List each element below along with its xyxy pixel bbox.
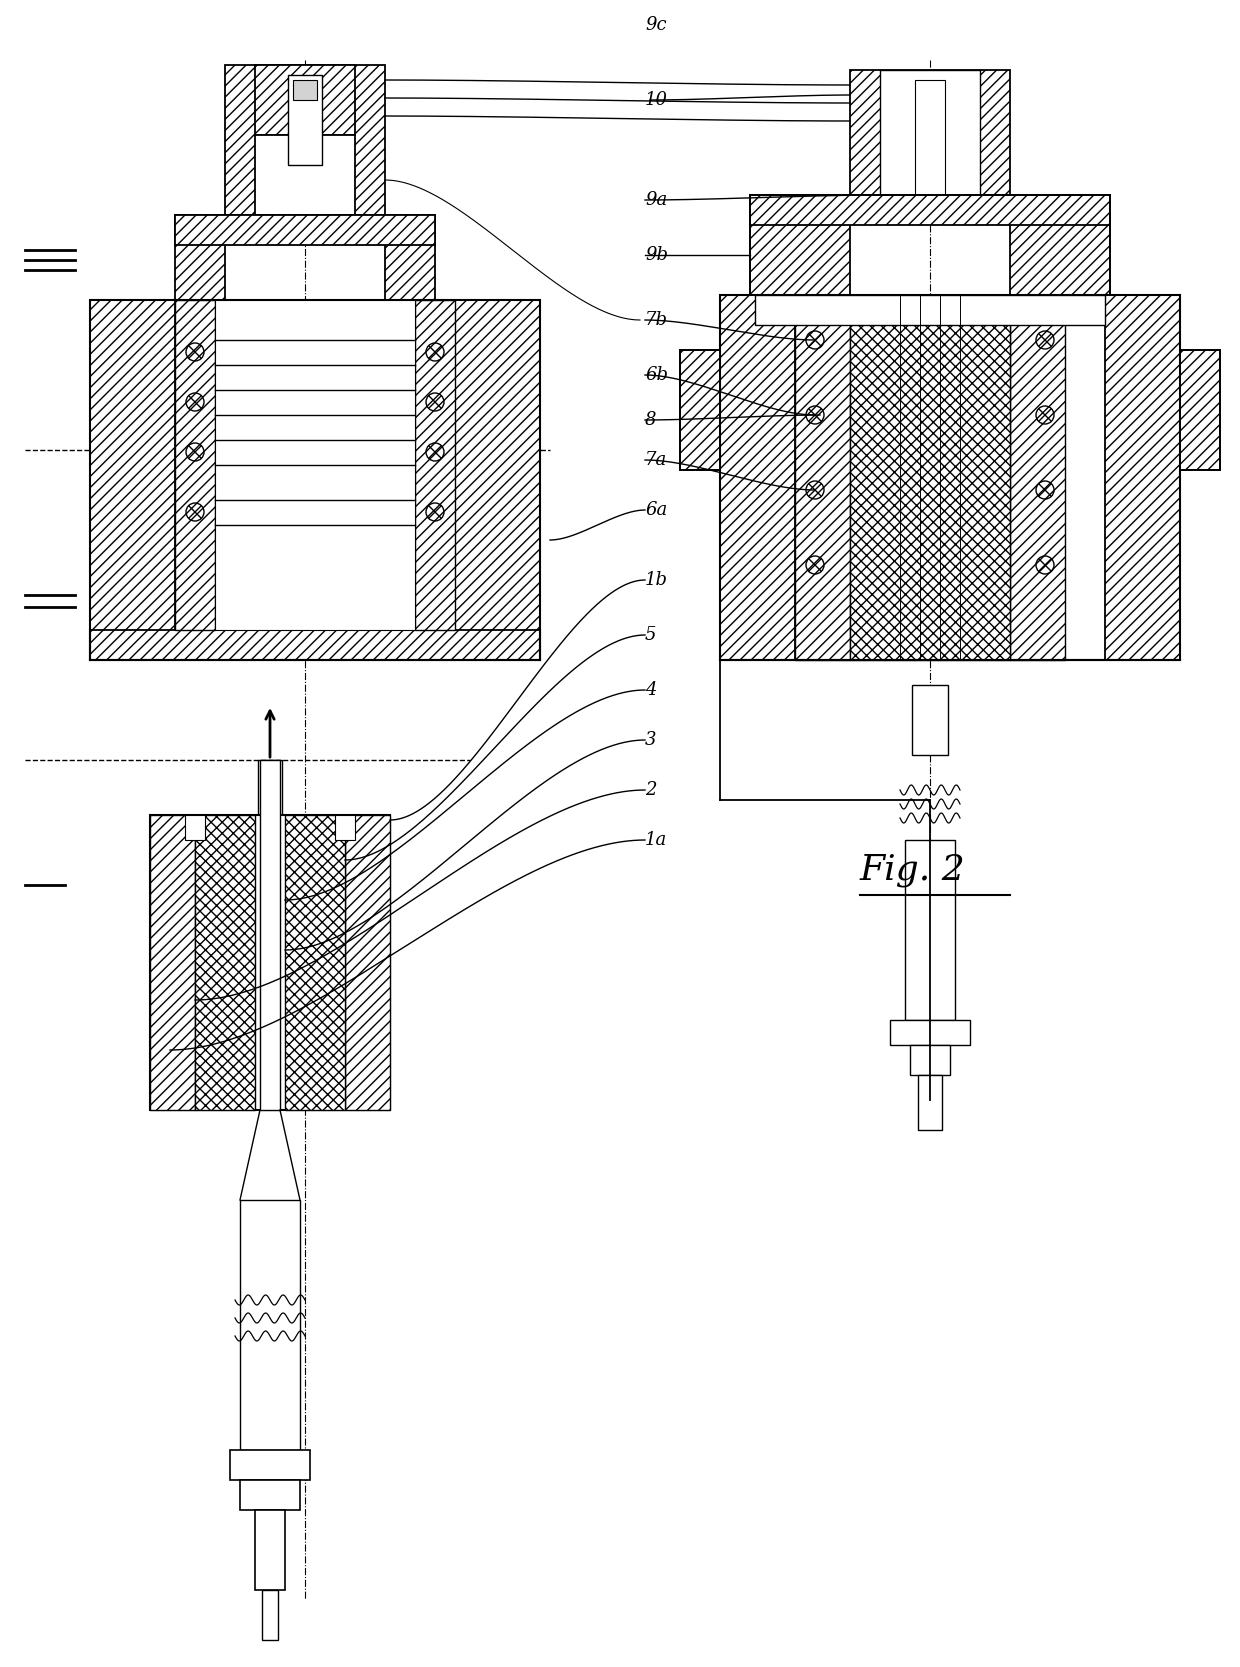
Bar [91, 630, 539, 660]
Bar [241, 1200, 300, 1450]
Text: 5: 5 [645, 627, 656, 643]
Bar [241, 1480, 300, 1510]
Text: 2: 2 [645, 782, 656, 798]
Text: 6b: 6b [645, 367, 668, 383]
Bar [150, 815, 195, 1110]
Bar [345, 815, 391, 1110]
Text: 4: 4 [645, 682, 656, 698]
Bar [262, 1590, 278, 1640]
Bar [890, 1020, 970, 1045]
Bar [150, 815, 391, 1110]
Bar [750, 195, 849, 295]
Bar [185, 815, 205, 840]
Text: 10: 10 [645, 92, 668, 108]
Bar [1011, 295, 1065, 660]
Text: 3: 3 [645, 732, 656, 748]
Bar [258, 760, 281, 815]
Bar [849, 295, 1011, 660]
Text: 9c: 9c [645, 17, 667, 33]
Bar [195, 815, 255, 1110]
Bar [720, 295, 1180, 660]
Bar [880, 70, 980, 195]
Bar [91, 300, 539, 660]
Bar [175, 215, 224, 300]
Bar [415, 300, 455, 630]
Bar [293, 80, 317, 100]
Bar [224, 65, 384, 215]
Text: Fig. 2: Fig. 2 [861, 854, 966, 887]
Bar [910, 1045, 950, 1075]
Bar [795, 295, 849, 660]
Text: 7b: 7b [645, 312, 668, 328]
Bar [1180, 350, 1220, 470]
Bar [285, 815, 345, 1110]
Bar [175, 215, 435, 245]
Text: 8: 8 [645, 412, 656, 428]
Text: 7a: 7a [645, 452, 667, 468]
Bar [1180, 350, 1220, 470]
Bar [750, 195, 1110, 225]
Bar [680, 350, 720, 470]
Text: 1b: 1b [645, 572, 668, 588]
Bar [915, 80, 945, 195]
Bar [288, 75, 322, 165]
Bar [384, 215, 435, 300]
Bar [255, 1510, 285, 1590]
Bar [1011, 195, 1110, 295]
Text: 9b: 9b [645, 247, 668, 263]
Bar [750, 195, 1110, 295]
Bar [720, 295, 795, 660]
Bar [755, 295, 1105, 325]
Text: 1a: 1a [645, 832, 667, 849]
Text: 6a: 6a [645, 502, 667, 518]
Bar [918, 1075, 942, 1130]
Bar [680, 350, 720, 470]
Bar [215, 300, 415, 630]
Bar [849, 70, 1011, 195]
Bar [905, 840, 955, 1020]
Bar [229, 1450, 310, 1480]
Bar [911, 685, 949, 755]
Bar [255, 135, 355, 215]
Bar [255, 65, 355, 135]
Text: 9a: 9a [645, 192, 667, 208]
Bar [91, 300, 175, 660]
Bar [455, 300, 539, 660]
Bar [175, 300, 215, 630]
Bar [335, 815, 355, 840]
Bar [260, 760, 280, 1110]
Bar [1105, 295, 1180, 660]
